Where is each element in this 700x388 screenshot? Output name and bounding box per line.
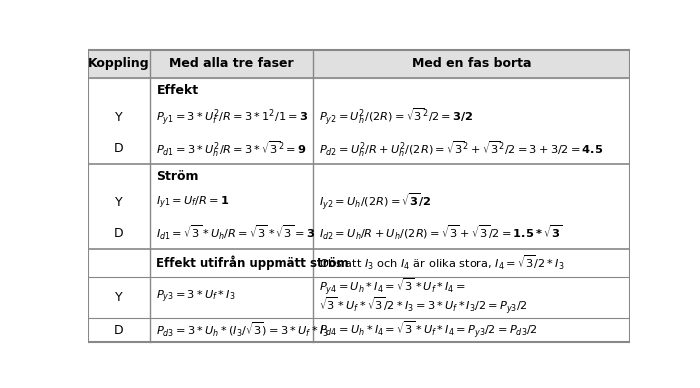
Text: $P_{d3} = 3 * U_h * (I_3 / \sqrt{3}) = 3 * U_f * I_3$: $P_{d3} = 3 * U_h * (I_3 / \sqrt{3}) = 3… (156, 321, 329, 339)
Text: D: D (114, 324, 123, 336)
Text: $P_{d2} = U_h^{2} / R + U_h^{2} / (2R) = \sqrt{3}^2 + \sqrt{3}^2/2 = 3+3/2 = \ma: $P_{d2} = U_h^{2} / R + U_h^{2} / (2R) =… (319, 139, 603, 159)
Text: $P_{y1} = 3 * U_f^{2} / R = 3 * 1^2 / 1 = \mathbf{3}$: $P_{y1} = 3 * U_f^{2} / R = 3 * 1^2 / 1 … (156, 107, 309, 128)
Text: $P_{y2} = U_h^{2} / (2R) = \sqrt{3}^2 / 2 = \mathbf{3/2}$: $P_{y2} = U_h^{2} / (2R) = \sqrt{3}^2 / … (319, 107, 473, 128)
Text: $P_{d1} = 3 * U_h^{2} / R = 3 * \sqrt{3}^2 = \mathbf{9}$: $P_{d1} = 3 * U_h^{2} / R = 3 * \sqrt{3}… (156, 139, 307, 159)
Text: Med alla tre faser: Med alla tre faser (169, 57, 293, 71)
Polygon shape (88, 50, 630, 78)
Text: $\sqrt{3} * U_f * \sqrt{3}/2 * I_3 = 3 * U_f * I_3 / 2 = P_{y3} / 2$: $\sqrt{3} * U_f * \sqrt{3}/2 * I_3 = 3 *… (319, 296, 528, 317)
Text: $P_{d4} = U_h * I_4 = \sqrt{3} * U_f * I_4 = P_{y3} / 2 = P_{d3} / 2$: $P_{d4} = U_h * I_4 = \sqrt{3} * U_f * I… (319, 319, 538, 341)
Text: Y: Y (115, 291, 122, 304)
Text: Y: Y (115, 196, 122, 210)
Text: $I_{y2} = U_h / (2R) = \sqrt{\mathbf{3}} \mathbf{/ 2}$: $I_{y2} = U_h / (2R) = \sqrt{\mathbf{3}}… (319, 192, 432, 213)
Text: Ström: Ström (156, 170, 199, 183)
Text: $P_{y3} = 3 * U_f * I_3$: $P_{y3} = 3 * U_f * I_3$ (156, 289, 236, 305)
Text: $I_{d1} = \sqrt{3} * U_h / R = \sqrt{3} * \sqrt{3} = \mathbf{3}$: $I_{d1} = \sqrt{3} * U_h / R = \sqrt{3} … (156, 224, 316, 242)
Text: Effekt: Effekt (156, 84, 199, 97)
Text: $I_{y1} = U_f / R = \mathbf{1}$: $I_{y1} = U_f / R = \mathbf{1}$ (156, 195, 230, 211)
Text: Effekt utifrån uppmätt ström: Effekt utifrån uppmätt ström (156, 255, 349, 270)
Text: $P_{y4} = U_h * I_4 = \sqrt{3} * U_f * I_4 =$: $P_{y4} = U_h * I_4 = \sqrt{3} * U_f * I… (319, 277, 466, 298)
Text: Obs att $I_3$ och $I_4$ är olika stora, $I_4 = \sqrt{3}/2 * I_3$: Obs att $I_3$ och $I_4$ är olika stora, … (319, 253, 565, 272)
Text: D: D (114, 227, 123, 240)
Text: Koppling: Koppling (88, 57, 150, 71)
Text: Med en fas borta: Med en fas borta (412, 57, 531, 71)
Text: D: D (114, 142, 123, 155)
Text: $I_{d2} = U_h / R + U_h / (2R) = \sqrt{3} + \sqrt{3} / 2 = \mathbf{1.5 * \sqrt{3: $I_{d2} = U_h / R + U_h / (2R) = \sqrt{3… (319, 224, 563, 242)
Text: Y: Y (115, 111, 122, 124)
